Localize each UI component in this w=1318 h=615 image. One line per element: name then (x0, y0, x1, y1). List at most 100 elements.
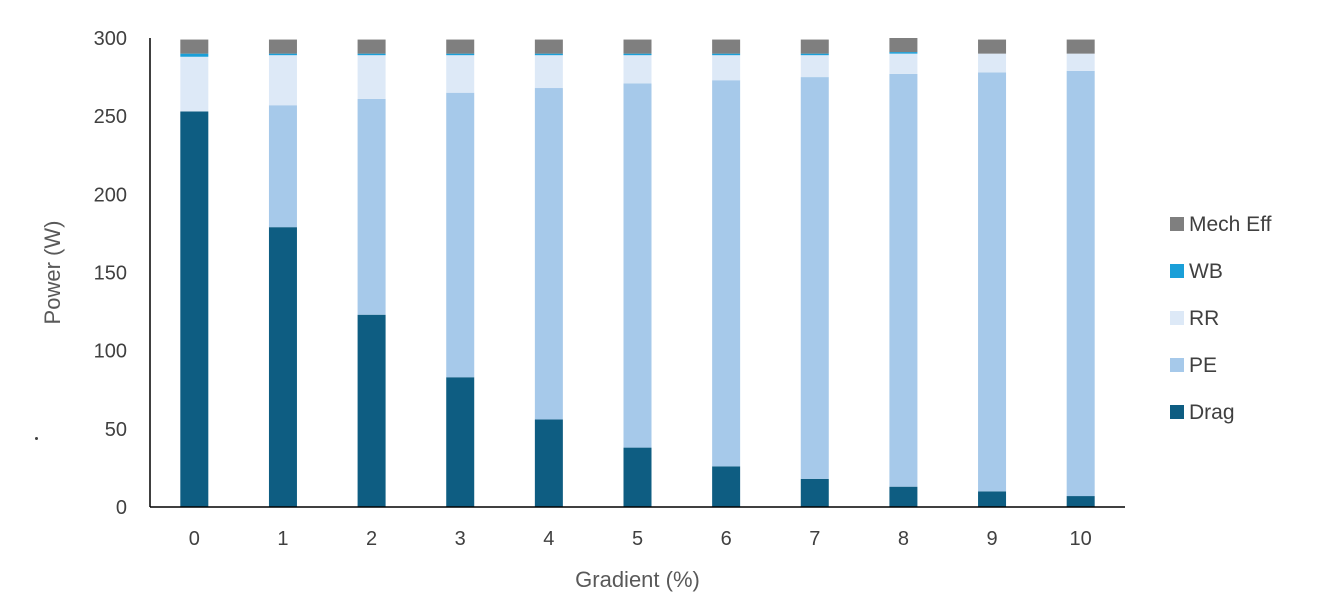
legend-label: Mech Eff (1189, 213, 1272, 236)
legend: Mech Eff WB RR PE Drag (1170, 213, 1272, 424)
bar-stack-5 (623, 39, 652, 507)
x-tick-label: 8 (898, 528, 909, 550)
y-tick-label: 300 (94, 28, 127, 50)
y-tick-label: 50 (105, 419, 127, 441)
y-tick-label: 250 (94, 106, 127, 128)
bar-stack-4 (534, 39, 563, 507)
legend-item-rr: RR (1170, 307, 1219, 330)
bar-segment-rr (534, 55, 563, 89)
legend-swatch (1170, 264, 1184, 278)
bar-segment-drag (446, 377, 475, 507)
bar-segment-wb (800, 53, 829, 56)
bar-segment-wb (623, 53, 652, 56)
x-tick-label: 1 (277, 528, 288, 550)
bar-segment-pe (1066, 70, 1095, 497)
x-tick-label: 9 (986, 528, 997, 550)
bar-stack-8 (889, 38, 918, 507)
bar-segment-rr (800, 55, 829, 78)
x-tick-label: 7 (809, 528, 820, 550)
x-tick-label: 3 (455, 528, 466, 550)
bar-segment-pe (534, 88, 563, 420)
bar-segment-drag (800, 478, 829, 507)
legend-swatch (1170, 405, 1184, 419)
y-tick-label: 100 (94, 341, 127, 363)
x-tick-label: 0 (189, 528, 200, 550)
x-tick-label: 4 (543, 528, 554, 550)
bar-segment-rr (978, 53, 1007, 73)
bar-stack-10 (1066, 39, 1095, 507)
bar-segment-pe (446, 92, 475, 378)
bar-segment-rr (268, 55, 297, 106)
bar-segment-drag (978, 491, 1007, 507)
y-tick-label: 150 (94, 263, 127, 285)
bar-segment-mech-eff (1066, 39, 1095, 54)
bar-segment-wb (180, 53, 209, 57)
bar-segment-drag (268, 227, 297, 507)
bar-segment-mech-eff (978, 39, 1007, 54)
legend-label: RR (1189, 307, 1219, 330)
bar-segment-drag (180, 111, 209, 507)
bar-segment-mech-eff (800, 39, 829, 54)
bar-segment-drag (1066, 496, 1095, 507)
bar-stack-1 (268, 39, 297, 507)
legend-swatch (1170, 217, 1184, 231)
legend-item-drag: Drag (1170, 401, 1235, 424)
bar-stacks (180, 38, 1095, 507)
bar-segment-rr (1066, 53, 1095, 71)
bar-stack-2 (357, 39, 386, 507)
legend-item-wb: WB (1170, 260, 1223, 283)
legend-item-pe: PE (1170, 354, 1217, 377)
stray-dot (35, 437, 38, 440)
bar-segment-mech-eff (712, 39, 741, 54)
bar-segment-mech-eff (446, 39, 475, 54)
bar-segment-drag (357, 314, 386, 507)
x-axis-title: Gradient (%) (575, 567, 700, 592)
bar-segment-drag (712, 466, 741, 507)
bar-segment-rr (180, 56, 209, 112)
legend-label: WB (1189, 260, 1223, 283)
bar-segment-wb (268, 53, 297, 56)
legend-label: PE (1189, 354, 1217, 377)
legend-swatch (1170, 358, 1184, 372)
x-tick-label: 10 (1070, 528, 1092, 550)
bar-segment-wb (534, 53, 563, 56)
bar-segment-wb (357, 53, 386, 56)
bar-segment-wb (446, 53, 475, 56)
bar-segment-rr (712, 55, 741, 81)
y-axis-title: Power (W) (40, 221, 65, 325)
bar-stack-0 (180, 39, 209, 507)
bar-segment-pe (357, 98, 386, 315)
bar-segment-mech-eff (623, 39, 652, 54)
bar-segment-pe (268, 105, 297, 228)
bar-segment-mech-eff (268, 39, 297, 54)
bar-segment-rr (889, 53, 918, 74)
bar-stack-7 (800, 39, 829, 507)
bar-segment-drag (623, 447, 652, 507)
bar-segment-rr (623, 55, 652, 84)
y-tick-label: 200 (94, 184, 127, 206)
bar-segment-drag (889, 486, 918, 507)
bar-segment-drag (534, 419, 563, 507)
bar-segment-pe (623, 83, 652, 448)
bar-segment-pe (800, 77, 829, 479)
x-tick-label: 5 (632, 528, 643, 550)
y-axis-ticks: 0 50 100 150 200 250 300 (94, 28, 127, 519)
x-axis-ticks: 0 1 2 3 4 5 6 7 8 9 10 (189, 528, 1092, 550)
legend-item-mech-eff: Mech Eff (1170, 213, 1272, 236)
bar-segment-pe (889, 73, 918, 487)
x-tick-label: 6 (721, 528, 732, 550)
bar-segment-pe (978, 72, 1007, 492)
bar-stack-9 (978, 39, 1007, 507)
bar-segment-pe (712, 80, 741, 467)
bar-segment-mech-eff (180, 39, 209, 54)
legend-label: Drag (1189, 401, 1235, 424)
bar-stack-6 (712, 39, 741, 507)
legend-swatch (1170, 311, 1184, 325)
y-tick-label: 0 (116, 497, 127, 519)
bar-segment-mech-eff (534, 39, 563, 54)
bar-segment-rr (446, 55, 475, 93)
bar-stack-3 (446, 39, 475, 507)
bar-segment-mech-eff (889, 38, 918, 53)
bar-segment-mech-eff (357, 39, 386, 54)
